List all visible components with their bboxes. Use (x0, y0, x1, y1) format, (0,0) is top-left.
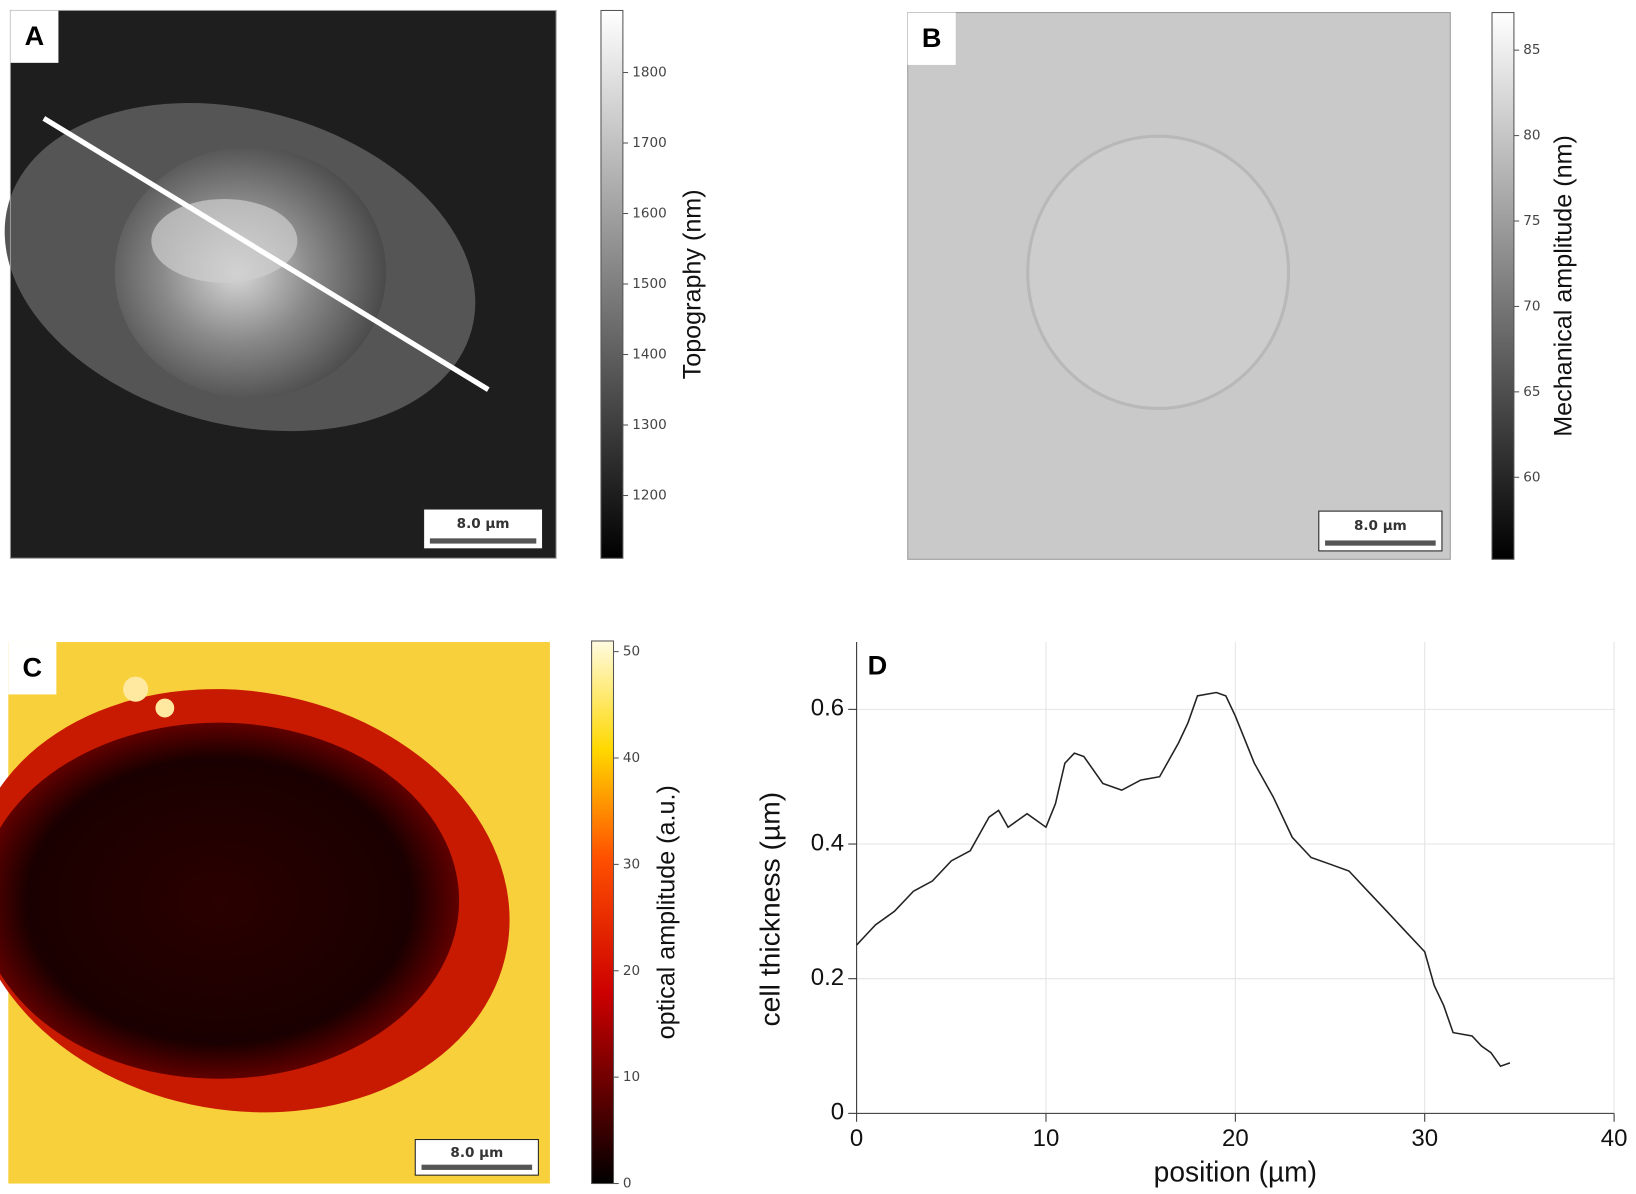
colorbar (591, 640, 615, 1185)
panel-label: A (25, 20, 45, 51)
panel-label-bg (907, 12, 956, 65)
scalebar-label: 8.0 µm (457, 516, 510, 532)
colorbar-label: Mechanical amplitude (nm) (1550, 135, 1578, 437)
colorbar-label: optical amplitude (a.u.) (652, 785, 680, 1039)
colorbar-tick-label: 10 (623, 1069, 640, 1085)
colorbar-tick-label: 1300 (632, 417, 666, 433)
panel-label-bg (10, 10, 59, 63)
panel-label: C (23, 651, 43, 682)
colorbar-tick-label: 1400 (632, 346, 666, 362)
colorbar-tick-label: 1200 (632, 487, 666, 503)
colorbar-tick-label: 75 (1523, 213, 1540, 229)
colorbar-tick-label: 1600 (632, 205, 666, 221)
scalebar (429, 538, 537, 544)
colorbar-tick-label: 50 (623, 644, 640, 660)
x-tick-label: 30 (1411, 1125, 1438, 1152)
colorbar (600, 9, 624, 559)
y-tick-label: 0.2 (811, 964, 844, 991)
image-c (0, 642, 550, 1184)
y-axis-label: cell thickness (µm) (754, 792, 786, 1027)
colorbar-tick-label: 70 (1523, 298, 1540, 314)
panel-label-bg (8, 642, 57, 695)
scalebar (1325, 540, 1436, 546)
colorbar-label: Topography (nm) (678, 189, 706, 379)
colorbar-tick-label: 30 (623, 856, 640, 872)
scalebar-label: 8.0 µm (450, 1145, 503, 1161)
y-tick-label: 0.6 (811, 695, 844, 722)
image-b (907, 12, 1451, 560)
colorbar-tick-label: 1700 (632, 135, 666, 151)
panel-label: B (922, 22, 942, 53)
y-tick-label: 0 (831, 1099, 844, 1126)
x-tick-label: 10 (1033, 1125, 1060, 1152)
colorbar-tick-label: 1500 (632, 276, 666, 292)
y-tick-label: 0.4 (811, 829, 844, 856)
colorbar-tick-label: 85 (1523, 42, 1540, 58)
panel-label: D (868, 649, 888, 680)
colorbar (1491, 12, 1515, 560)
data-line (856, 691, 1511, 1068)
colorbar-tick-label: 60 (1523, 469, 1540, 485)
image-a (4, 9, 557, 559)
layer: A 1200 1300 1400 1500 1600 1700 1800 Topography … (8, 9, 1628, 1192)
colorbar-tick-label: 0 (623, 1176, 632, 1192)
x-tick-label: 20 (1222, 1125, 1249, 1152)
colorbar-tick-label: 1800 (632, 64, 666, 80)
colorbar-tick-label: 65 (1523, 384, 1540, 400)
colorbar-tick-label: 20 (623, 963, 640, 979)
x-tick-label: 40 (1601, 1125, 1628, 1152)
x-tick-label: 0 (850, 1125, 863, 1152)
colorbar-tick-label: 40 (623, 750, 640, 766)
scalebar (421, 1164, 533, 1170)
colorbar-tick-label: 80 (1523, 128, 1540, 144)
x-axis-label: position (µm) (1154, 1156, 1317, 1188)
scalebar-label: 8.0 µm (1354, 518, 1407, 534)
